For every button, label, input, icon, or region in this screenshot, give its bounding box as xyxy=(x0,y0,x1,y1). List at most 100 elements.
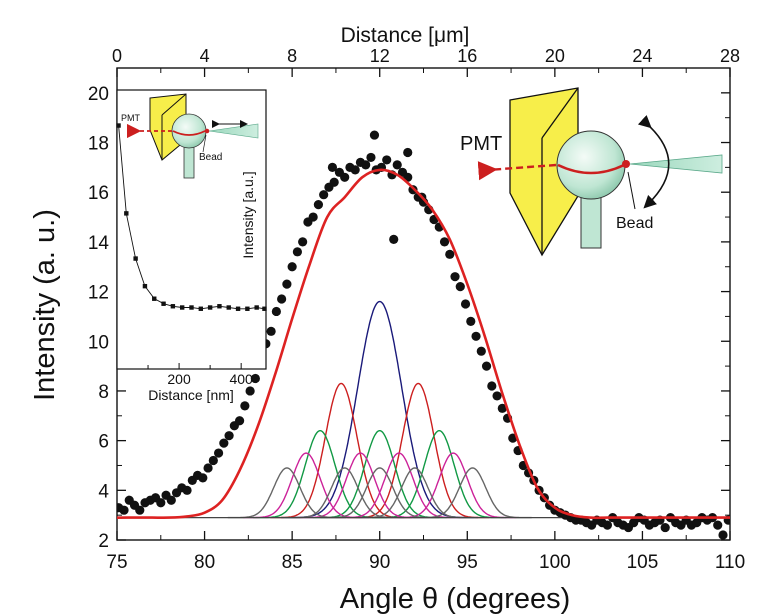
y-tick-label: 2 xyxy=(98,531,109,552)
beam-arrow xyxy=(477,161,557,181)
x-tick-label: 80 xyxy=(194,552,215,573)
top-tick-label: 20 xyxy=(545,46,565,66)
top-tick-label: 12 xyxy=(370,46,390,66)
data-point xyxy=(713,520,723,530)
y-tick-label: 8 xyxy=(98,382,109,403)
x-tick-label: 100 xyxy=(539,552,571,573)
inset-point xyxy=(207,305,213,310)
x-axis-title: Angle θ (degrees) xyxy=(340,583,571,615)
pmt-label: PMT xyxy=(460,133,502,155)
inset-x-tick-label: 200 xyxy=(167,371,191,387)
sphere-stem xyxy=(580,193,602,249)
inset-diagram: PMT Bead xyxy=(121,93,259,179)
x-tick-label: 90 xyxy=(369,552,390,573)
data-point xyxy=(466,316,476,326)
data-point xyxy=(235,416,245,426)
component-green xyxy=(372,430,507,519)
y-axis-title: Intensity (a. u.) xyxy=(29,209,61,401)
top-tick-label: 24 xyxy=(632,46,652,66)
data-point xyxy=(340,172,350,182)
inset-chart: 200 400 Distance [nm] Intensity [a.u.] PM… xyxy=(116,89,267,403)
y-tick-label: 20 xyxy=(88,84,109,105)
inset-point xyxy=(170,304,176,309)
data-point xyxy=(208,455,218,466)
data-point xyxy=(198,473,208,483)
inset-point xyxy=(245,306,250,311)
data-point xyxy=(203,463,213,473)
data-point xyxy=(213,448,224,458)
data-point xyxy=(660,522,670,533)
x-tick-label: 95 xyxy=(457,552,478,573)
data-point xyxy=(313,200,324,210)
data-point xyxy=(403,147,413,158)
component-magenta xyxy=(335,452,462,519)
x-tick-label: 105 xyxy=(627,552,659,573)
inset-point xyxy=(235,306,241,311)
data-point xyxy=(718,530,728,540)
data-point xyxy=(471,331,481,341)
data-point xyxy=(361,160,371,170)
data-point xyxy=(282,279,292,289)
bead xyxy=(622,160,630,168)
inset-points xyxy=(116,123,267,311)
data-point xyxy=(219,438,229,448)
data-point xyxy=(292,247,302,257)
data-point xyxy=(350,165,360,175)
inset-point xyxy=(217,304,222,309)
top-tick-label: 28 xyxy=(720,46,740,66)
data-point xyxy=(445,249,455,259)
data-point xyxy=(460,299,471,309)
data-point xyxy=(224,431,234,441)
bead-pointer xyxy=(627,171,636,210)
component-green xyxy=(253,430,388,519)
data-point xyxy=(602,520,613,530)
setup-diagram: PMT Bead xyxy=(460,87,723,257)
data-point xyxy=(245,386,255,396)
x-tick-label: 85 xyxy=(282,552,303,573)
inset-point xyxy=(189,305,194,310)
data-point xyxy=(481,361,492,371)
y-tick-label: 18 xyxy=(88,134,109,155)
inset-sphere xyxy=(171,113,207,149)
data-point xyxy=(389,234,399,245)
data-point xyxy=(266,326,276,336)
sphere xyxy=(556,130,626,200)
inset-point xyxy=(142,283,148,289)
inset-point xyxy=(133,256,138,261)
inset-point xyxy=(116,123,121,128)
data-point xyxy=(487,381,497,391)
inset-ticks: 200 400 xyxy=(147,363,253,387)
prism xyxy=(509,87,579,257)
data-point xyxy=(287,262,297,272)
x-tick-label: 110 xyxy=(715,552,745,573)
data-point xyxy=(497,403,507,413)
top-tick-label: 0 xyxy=(112,46,122,66)
inset-x-tick-label: 400 xyxy=(229,371,253,387)
component-red xyxy=(270,382,413,519)
data-point xyxy=(156,498,166,508)
inset-point xyxy=(254,305,259,310)
top-axis-title: Distance [μm] xyxy=(341,24,470,47)
fit-curve xyxy=(116,168,730,520)
data-point xyxy=(135,505,145,515)
inset-x-title: Distance [nm] xyxy=(148,387,234,403)
data-point xyxy=(240,401,250,411)
inset-point xyxy=(124,211,129,216)
probe-cone xyxy=(629,154,723,174)
inset-point xyxy=(179,305,185,310)
y-tick-label: 12 xyxy=(88,283,109,304)
y-tick-label: 10 xyxy=(88,332,109,353)
y-tick-label: 14 xyxy=(88,233,110,254)
data-point xyxy=(166,495,176,505)
data-point xyxy=(308,212,318,222)
data-point xyxy=(455,282,465,292)
inset-pmt-label: PMT xyxy=(121,113,141,123)
top-tick-label: 8 xyxy=(287,46,297,66)
data-point xyxy=(392,160,402,170)
component-green xyxy=(312,430,447,519)
component-magenta xyxy=(390,452,517,519)
inset-bead xyxy=(204,128,210,134)
data-point xyxy=(319,190,329,200)
